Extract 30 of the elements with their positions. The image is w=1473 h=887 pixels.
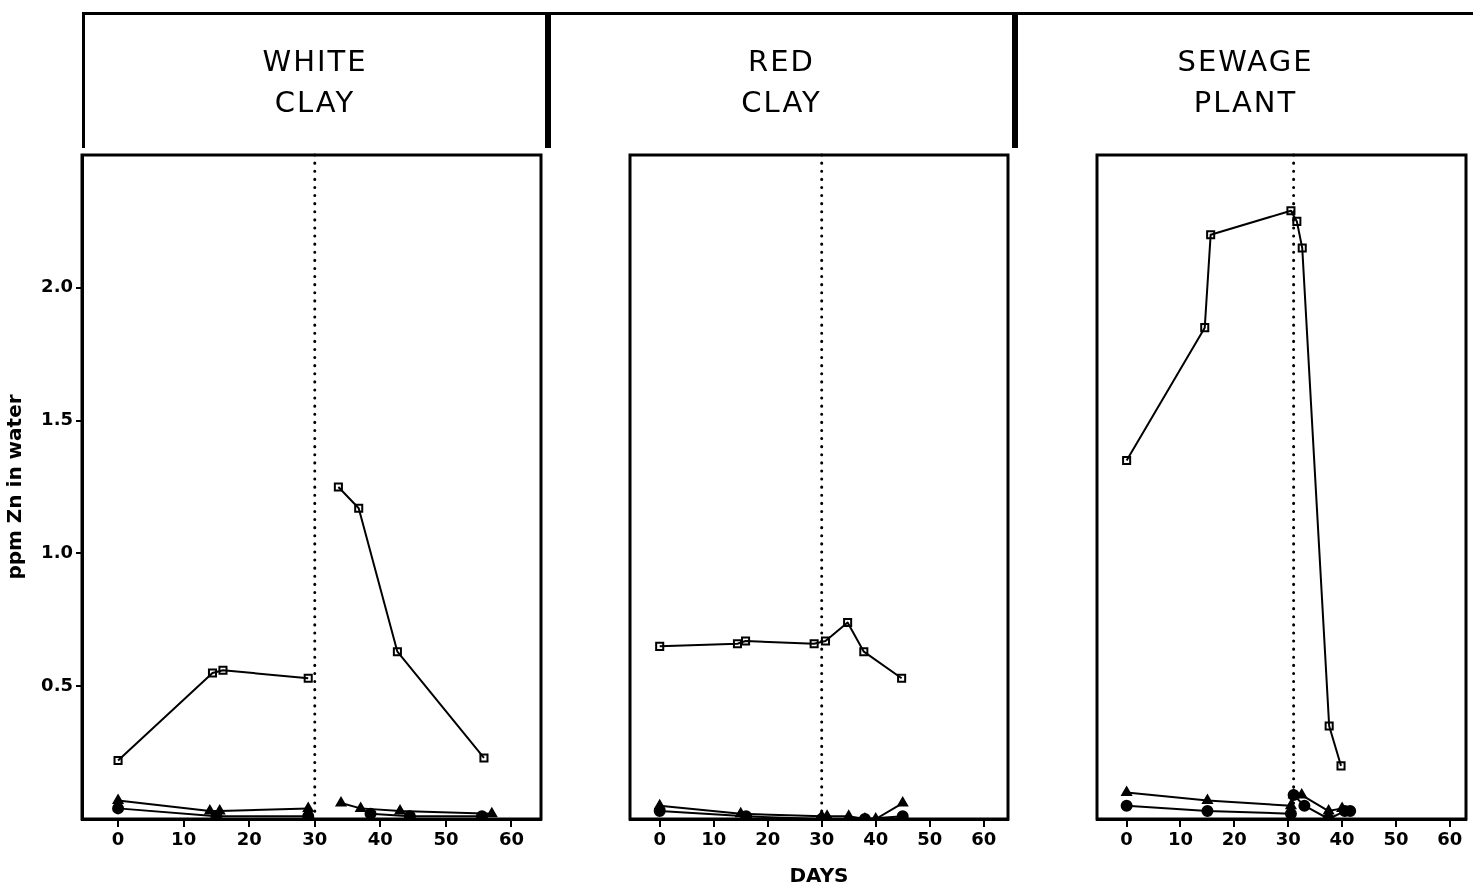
x-tick-label: 0 xyxy=(1120,828,1133,850)
x-tick-label: 20 xyxy=(236,828,262,850)
x-tick-label: 40 xyxy=(863,828,889,850)
x-tick-label: 40 xyxy=(367,828,393,850)
y-tick-label: 1.5 xyxy=(41,408,73,430)
x-tick-label: 50 xyxy=(917,828,943,850)
y-tick-label: 0.5 xyxy=(41,673,73,695)
x-tick-label: 60 xyxy=(1437,828,1463,850)
x-tick-label: 0 xyxy=(653,828,666,850)
x-tick-label: 10 xyxy=(701,828,727,850)
x-tick-label: 30 xyxy=(809,828,835,850)
x-tick-label: 60 xyxy=(498,828,525,850)
y-tick-label: 1.0 xyxy=(41,541,73,563)
x-axis-title: DAYS xyxy=(789,863,849,887)
y-tick-label: 2.0 xyxy=(41,275,73,297)
x-tick-label: 20 xyxy=(755,828,781,850)
chart-title: SEWAGE PLANT xyxy=(1177,42,1314,121)
x-tick-label: 0 xyxy=(111,828,125,850)
y-axis-title: ppm Zn in water xyxy=(2,394,27,580)
x-tick-label: 30 xyxy=(302,828,328,850)
x-tick-label: 50 xyxy=(1383,828,1409,850)
chart-title: WHITE CLAY xyxy=(262,42,368,121)
x-tick-label: 30 xyxy=(1275,828,1301,850)
x-tick-label: 50 xyxy=(433,828,459,850)
x-tick-label: 10 xyxy=(171,828,197,850)
x-tick-label: 60 xyxy=(971,828,997,850)
x-tick-label: 10 xyxy=(1167,828,1194,850)
x-tick-label: 20 xyxy=(1221,828,1247,850)
chart-title: RED CLAY xyxy=(741,42,822,121)
x-tick-label: 40 xyxy=(1329,828,1355,850)
